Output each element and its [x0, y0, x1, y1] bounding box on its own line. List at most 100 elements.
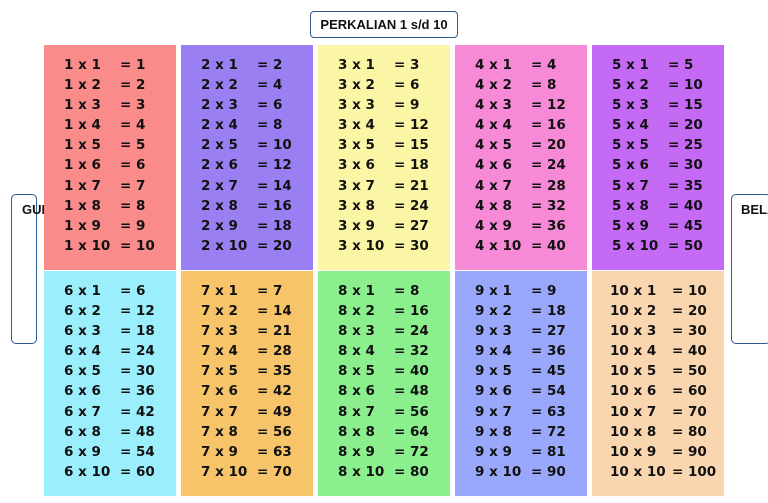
- table-row: 3 x 10 = 30: [338, 236, 450, 256]
- row-expression: 10 x 10: [610, 463, 666, 480]
- table-row: 1 x 5 = 5: [64, 135, 176, 155]
- table-row: 1 x 7 = 7: [64, 176, 176, 196]
- row-result: = 20: [672, 303, 707, 320]
- row-expression: 7 x 7: [201, 403, 238, 420]
- row-expression: 10 x 9: [610, 443, 657, 460]
- row-expression: 10 x 1: [610, 283, 657, 299]
- row-expression: 8 x 10: [338, 463, 385, 480]
- table-row: 10 x 10 = 100: [610, 462, 724, 482]
- row-result: = 18: [120, 323, 155, 340]
- table-row: 9 x 7 = 63: [475, 402, 587, 422]
- row-expression: 4 x 3: [475, 97, 512, 114]
- row-result: = 6: [120, 157, 146, 174]
- times-table-3: 3 x 1 = 3 3 x 2 = 6 3 x 3 = 9 3 x 4 = 12 3 x 5 = …: [318, 45, 450, 270]
- row-result: = 30: [668, 157, 703, 174]
- row-result: = 81: [531, 443, 566, 460]
- row-result: = 60: [120, 463, 155, 480]
- row-result: = 20: [257, 237, 292, 254]
- row-expression: 5 x 3: [612, 97, 649, 114]
- table-row: 7 x 3 = 21: [201, 321, 313, 341]
- row-expression: 8 x 3: [338, 323, 375, 340]
- row-result: = 9: [120, 217, 146, 234]
- table-row: 6 x 6 = 36: [64, 381, 176, 401]
- table-row: 3 x 4 = 12: [338, 115, 450, 135]
- row-expression: 9 x 5: [475, 363, 512, 380]
- row-expression: 7 x 2: [201, 303, 238, 320]
- row-expression: 2 x 6: [201, 157, 238, 174]
- row-expression: 5 x 10: [612, 237, 659, 254]
- row-expression: 2 x 4: [201, 117, 238, 134]
- row-expression: 3 x 7: [338, 177, 375, 194]
- table-row: 3 x 6 = 18: [338, 155, 450, 175]
- row-expression: 7 x 5: [201, 363, 238, 380]
- table-row: 1 x 6 = 6: [64, 155, 176, 175]
- row-result: = 50: [668, 237, 703, 254]
- table-row: 9 x 3 = 27: [475, 321, 587, 341]
- row-expression: 6 x 3: [64, 323, 101, 340]
- table-row: 5 x 5 = 25: [612, 135, 724, 155]
- row-expression: 7 x 9: [201, 443, 238, 460]
- row-expression: 8 x 9: [338, 443, 375, 460]
- table-row: 9 x 8 = 72: [475, 422, 587, 442]
- table-row: 10 x 2 = 20: [610, 301, 724, 321]
- row-expression: 2 x 9: [201, 217, 238, 234]
- table-row: 8 x 10 = 80: [338, 462, 450, 482]
- page-title: PERKALIAN 1 s/d 10: [310, 11, 458, 38]
- row-result: = 28: [531, 177, 566, 194]
- row-expression: 10 x 8: [610, 423, 657, 440]
- row-result: = 100: [672, 463, 717, 480]
- row-expression: 7 x 3: [201, 323, 238, 340]
- table-row: 8 x 2 = 16: [338, 301, 450, 321]
- times-table-10: 10 x 1 = 10 10 x 2 = 20 10 x 3 = 30 10 x 4 = 40…: [592, 271, 724, 496]
- table-row: 3 x 7 = 21: [338, 176, 450, 196]
- table-row: 9 x 5 = 45: [475, 361, 587, 381]
- row-expression: 9 x 3: [475, 323, 512, 340]
- row-result: = 50: [672, 363, 707, 380]
- table-row: 8 x 1 = 8: [338, 281, 450, 301]
- row-expression: 1 x 5: [64, 137, 101, 154]
- table-row: 1 x 1 = 1: [64, 55, 176, 75]
- table-row: 8 x 9 = 72: [338, 442, 450, 462]
- row-expression: 9 x 7: [475, 403, 512, 420]
- row-expression: 10 x 2: [610, 303, 657, 320]
- row-expression: 5 x 4: [612, 117, 649, 134]
- table-row: 10 x 8 = 80: [610, 422, 724, 442]
- row-result: = 48: [120, 423, 155, 440]
- row-result: = 20: [531, 137, 566, 154]
- table-row: 9 x 6 = 54: [475, 381, 587, 401]
- table-row: 8 x 3 = 24: [338, 321, 450, 341]
- row-result: = 12: [120, 303, 155, 320]
- row-expression: 9 x 10: [475, 463, 522, 480]
- row-expression: 4 x 7: [475, 177, 512, 194]
- row-expression: 1 x 8: [64, 197, 101, 214]
- row-result: = 24: [120, 343, 155, 360]
- table-row: 10 x 1 = 10: [610, 281, 724, 301]
- table-row: 8 x 6 = 48: [338, 381, 450, 401]
- row-expression: 4 x 5: [475, 137, 512, 154]
- row-expression: 2 x 3: [201, 97, 238, 114]
- table-row: 9 x 2 = 18: [475, 301, 587, 321]
- row-result: = 24: [394, 323, 429, 340]
- row-result: = 24: [394, 197, 429, 214]
- row-result: = 18: [394, 157, 429, 174]
- table-row: 2 x 8 = 16: [201, 196, 313, 216]
- row-result: = 4: [531, 57, 557, 73]
- row-expression: 1 x 7: [64, 177, 101, 194]
- table-row: 2 x 3 = 6: [201, 95, 313, 115]
- row-result: = 63: [257, 443, 292, 460]
- table-row: 10 x 5 = 50: [610, 361, 724, 381]
- row-result: = 42: [257, 383, 292, 400]
- row-expression: 1 x 3: [64, 97, 101, 114]
- row-result: = 8: [257, 117, 283, 134]
- table-row: 2 x 4 = 8: [201, 115, 313, 135]
- row-result: = 80: [394, 463, 429, 480]
- row-result: = 4: [257, 77, 283, 94]
- row-expression: 8 x 2: [338, 303, 375, 320]
- table-row: 9 x 10 = 90: [475, 462, 587, 482]
- row-expression: 5 x 6: [612, 157, 649, 174]
- row-expression: 5 x 7: [612, 177, 649, 194]
- table-row: 4 x 2 = 8: [475, 75, 587, 95]
- row-expression: 4 x 1: [475, 57, 512, 73]
- row-result: = 8: [120, 197, 146, 214]
- table-row: 3 x 2 = 6: [338, 75, 450, 95]
